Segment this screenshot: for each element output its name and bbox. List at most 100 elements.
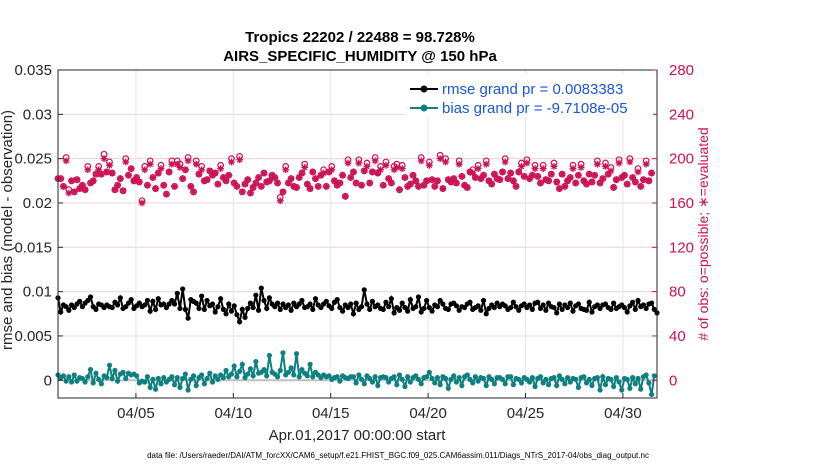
bias-point [98, 381, 104, 387]
bias-point [236, 368, 243, 375]
obs-evaluated-marker [485, 177, 493, 185]
obs-evaluated-marker [417, 157, 425, 165]
obs-evaluated-marker [396, 186, 403, 194]
obs-evaluated-marker [496, 176, 504, 184]
obs-evaluated-marker [268, 171, 276, 179]
rmse-point [608, 306, 614, 312]
bias-point [358, 376, 365, 382]
rmse-point [407, 297, 413, 303]
bias-point [280, 350, 286, 356]
obs-evaluated-marker [203, 176, 211, 184]
bias-point [399, 376, 405, 382]
obs-evaluated-marker [564, 177, 571, 185]
obs-evaluated-marker [244, 176, 252, 184]
rmse-point [353, 300, 359, 306]
bias-point [155, 375, 161, 382]
obs-series [54, 150, 655, 207]
obs-evaluated-marker [95, 166, 103, 174]
bias-point [516, 376, 522, 382]
bias-point [161, 375, 167, 381]
obs-evaluated-marker [453, 179, 460, 187]
rmse-point [405, 308, 411, 314]
obs-evaluated-marker [574, 171, 582, 179]
bias-point [106, 362, 113, 368]
obs-evaluated-marker [442, 158, 449, 166]
bias-point [193, 382, 199, 389]
obs-evaluated-marker [640, 176, 647, 184]
rmse-point [79, 304, 85, 310]
obs-evaluated-marker [211, 169, 219, 177]
rmse-point [589, 309, 595, 315]
plot-area [58, 70, 657, 398]
rmse-point [339, 308, 346, 314]
obs-evaluated-marker [404, 182, 412, 190]
bias-point [169, 374, 175, 380]
obs-evaluated-marker [184, 157, 192, 165]
bias-point [326, 373, 332, 379]
bias-point [60, 373, 67, 379]
rmse-point [510, 299, 516, 305]
obs-evaluated-marker [531, 165, 539, 173]
bias-point [209, 379, 216, 385]
obs-evaluated-marker [238, 188, 246, 196]
rmse-point [564, 304, 571, 311]
obs-evaluated-marker [119, 187, 127, 195]
x-axis-ticks: 04/05 04/10 04/15 04/20 04/25 04/30 [117, 393, 642, 422]
obs-evaluated-marker [374, 169, 382, 177]
bias-point [575, 384, 581, 390]
rmse-point [396, 307, 403, 313]
rmse-point [380, 306, 386, 312]
y-tick-label-right: 40 [669, 328, 686, 345]
bias-point [437, 382, 443, 388]
obs-evaluated-marker [222, 177, 230, 185]
obs-evaluated-marker [328, 166, 336, 174]
bias-point [85, 374, 91, 380]
obs-evaluated-marker [604, 170, 612, 178]
rmse-point [136, 300, 142, 306]
bias-point [529, 375, 535, 381]
rmse-point [166, 301, 172, 307]
bias-point [266, 352, 273, 359]
bias-point [407, 379, 413, 385]
bias-point [356, 372, 362, 378]
rmse-point [388, 296, 394, 302]
rmse-point [142, 302, 148, 308]
rmse-point [640, 302, 647, 308]
rmse-point [128, 297, 134, 303]
bias-point [171, 382, 178, 388]
rmse-point [413, 304, 419, 310]
obs-evaluated-marker [168, 160, 176, 168]
obs-evaluated-marker [192, 160, 200, 168]
rmse-point [386, 304, 392, 310]
rmse-point [383, 299, 389, 305]
obs-evaluated-marker [187, 182, 195, 190]
rmse-point [63, 304, 69, 310]
bias-point [87, 367, 94, 373]
obs-evaluated-marker [190, 188, 197, 196]
obs-evaluated-marker [501, 158, 509, 166]
bias-point [142, 379, 148, 385]
obs-evaluated-marker [236, 156, 243, 164]
obs-evaluated-marker [385, 175, 393, 182]
rmse-point [361, 287, 367, 293]
bias-point [415, 376, 422, 382]
bias-point [264, 373, 270, 379]
rmse-point [426, 304, 432, 311]
plot-frame [57, 69, 658, 399]
bias-point [177, 384, 183, 390]
rmse-point [624, 309, 630, 315]
rmse-point [236, 319, 243, 325]
obs-evaluated-marker [520, 172, 528, 180]
rmse-point [245, 305, 251, 312]
rmse-point [516, 307, 522, 313]
obs-evaluated-marker [331, 177, 338, 185]
rmse-point [226, 301, 232, 307]
obs-evaluated-marker [149, 174, 157, 181]
rmse-point [424, 297, 430, 304]
bias-point [532, 383, 538, 390]
bias-point [402, 383, 408, 390]
obs-evaluated-marker [146, 160, 154, 168]
obs-evaluated-marker [439, 185, 447, 192]
rmse-point [475, 303, 481, 309]
bias-point [201, 381, 207, 387]
